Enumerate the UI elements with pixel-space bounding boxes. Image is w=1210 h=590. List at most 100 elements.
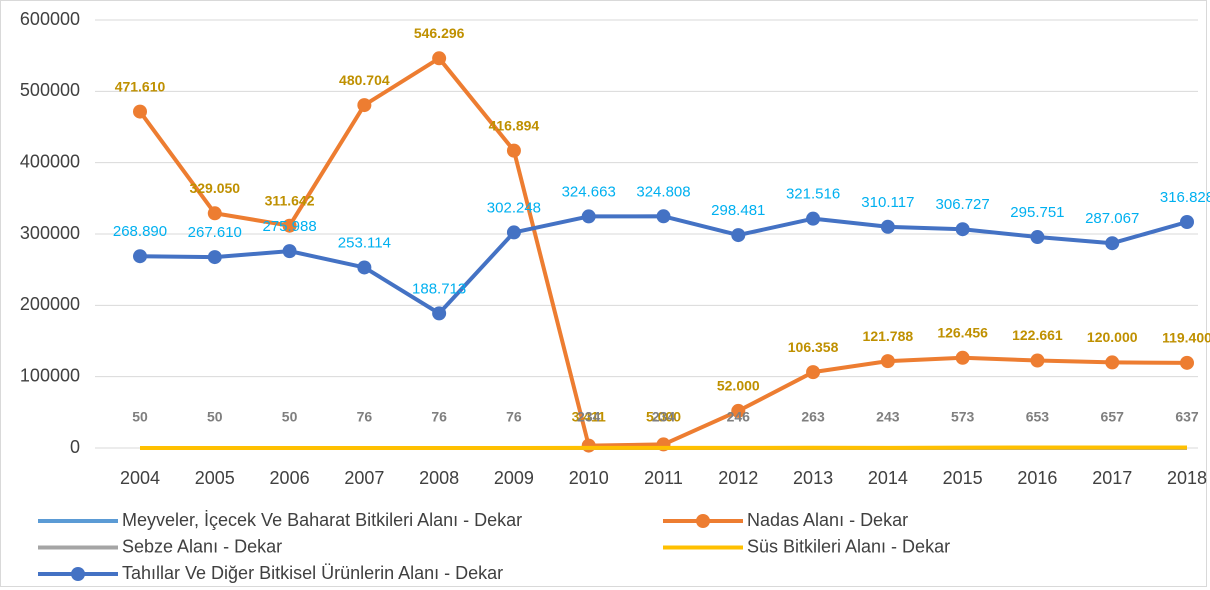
data-label: 234: [652, 409, 676, 425]
y-tick-label: 600000: [20, 9, 80, 29]
data-label: 321.516: [786, 186, 840, 203]
point: [1180, 214, 1194, 229]
point: [506, 143, 521, 158]
legend-label: Tahıllar Ve Diğer Bitkisel Ürünlerin Ala…: [122, 563, 503, 583]
data-label: 329.050: [189, 180, 240, 196]
legend-marker: [696, 514, 710, 528]
point: [806, 365, 821, 380]
point: [1105, 236, 1120, 251]
data-label: 121.788: [863, 328, 914, 344]
data-label: 253.114: [338, 234, 391, 251]
y-tick-label: 100000: [20, 365, 80, 385]
data-label: 126.456: [937, 324, 988, 340]
legend-label: Sebze Alanı - Dekar: [122, 536, 282, 556]
y-tick-label: 0: [70, 437, 80, 457]
data-label: 234: [577, 409, 601, 425]
data-label: 471.610: [115, 78, 166, 94]
point: [731, 228, 746, 243]
data-label: 275.988: [262, 218, 316, 235]
point: [133, 249, 147, 264]
point: [1105, 355, 1120, 370]
data-label: 316.828: [1160, 189, 1210, 206]
data-label: 263: [801, 409, 825, 425]
data-label: 302.248: [487, 199, 541, 216]
data-label: 637: [1175, 409, 1199, 425]
x-tick-label: 2007: [344, 468, 384, 488]
legend-label: Meyveler, İçecek Ve Baharat Bitkileri Al…: [122, 510, 522, 530]
point: [432, 51, 447, 66]
data-label: 3.411: [572, 409, 606, 425]
point: [581, 438, 596, 453]
data-label: 546.296: [414, 25, 465, 41]
data-label: 268.890: [113, 223, 167, 240]
data-label: 653: [1026, 409, 1050, 425]
data-label: 298.481: [711, 202, 765, 219]
data-label: 106.358: [788, 339, 839, 355]
x-tick-label: 2004: [120, 468, 160, 488]
point: [506, 225, 521, 240]
point: [1030, 353, 1045, 368]
data-label: 243: [876, 409, 900, 425]
data-label: 119.400: [1162, 330, 1210, 346]
data-label: 52.000: [717, 378, 760, 394]
data-label: 657: [1101, 409, 1125, 425]
point: [1030, 230, 1045, 245]
data-label: 5.000: [646, 409, 681, 425]
y-tick-label: 400000: [20, 151, 80, 171]
x-tick-label: 2010: [569, 468, 609, 488]
point: [880, 354, 895, 369]
data-label: 416.894: [489, 117, 540, 133]
point: [581, 209, 596, 224]
legend-label: Süs Bitkileri Alanı - Dekar: [747, 536, 950, 556]
x-tick-label: 2012: [718, 468, 758, 488]
data-label: 267.610: [188, 224, 242, 241]
data-label: 287.067: [1085, 210, 1139, 227]
x-tick-label: 2014: [868, 468, 908, 488]
point: [357, 260, 372, 275]
x-tick-label: 2015: [943, 468, 983, 488]
y-tick-label: 200000: [20, 294, 80, 314]
y-tick-label: 500000: [20, 80, 80, 100]
point: [880, 219, 895, 234]
legend-marker: [71, 567, 85, 581]
point: [282, 218, 297, 233]
data-label: 573: [951, 409, 975, 425]
x-tick-label: 2005: [195, 468, 235, 488]
data-label: 306.727: [936, 196, 990, 213]
data-label: 310.117: [861, 194, 914, 211]
point: [955, 222, 970, 237]
point: [731, 403, 746, 418]
data-label: 50: [207, 409, 223, 425]
y-tick-label: 300000: [20, 223, 80, 243]
x-tick-label: 2017: [1092, 468, 1132, 488]
data-label: 246: [727, 409, 751, 425]
x-tick-label: 2011: [644, 468, 683, 488]
point: [357, 98, 372, 113]
data-label: 188.713: [412, 280, 466, 297]
point: [282, 244, 297, 259]
data-label: 76: [506, 409, 522, 425]
data-label: 50: [132, 409, 148, 425]
data-label: 324.663: [562, 183, 616, 200]
point: [955, 350, 970, 365]
point: [207, 250, 222, 265]
x-tick-label: 2009: [494, 468, 534, 488]
point: [806, 211, 821, 226]
point: [656, 209, 671, 224]
point: [1180, 355, 1194, 370]
data-label: 311.642: [265, 192, 315, 208]
data-label: 324.808: [636, 183, 690, 200]
x-tick-label: 2016: [1017, 468, 1057, 488]
x-tick-label: 2013: [793, 468, 833, 488]
x-tick-label: 2008: [419, 468, 459, 488]
data-label: 480.704: [339, 72, 390, 88]
data-label: 295.751: [1010, 204, 1064, 221]
data-label: 122.661: [1012, 327, 1063, 343]
x-tick-label: 2018: [1167, 468, 1207, 488]
data-label: 76: [357, 409, 373, 425]
data-label: 50: [282, 409, 298, 425]
point: [432, 306, 447, 321]
data-label: 120.000: [1087, 329, 1138, 345]
